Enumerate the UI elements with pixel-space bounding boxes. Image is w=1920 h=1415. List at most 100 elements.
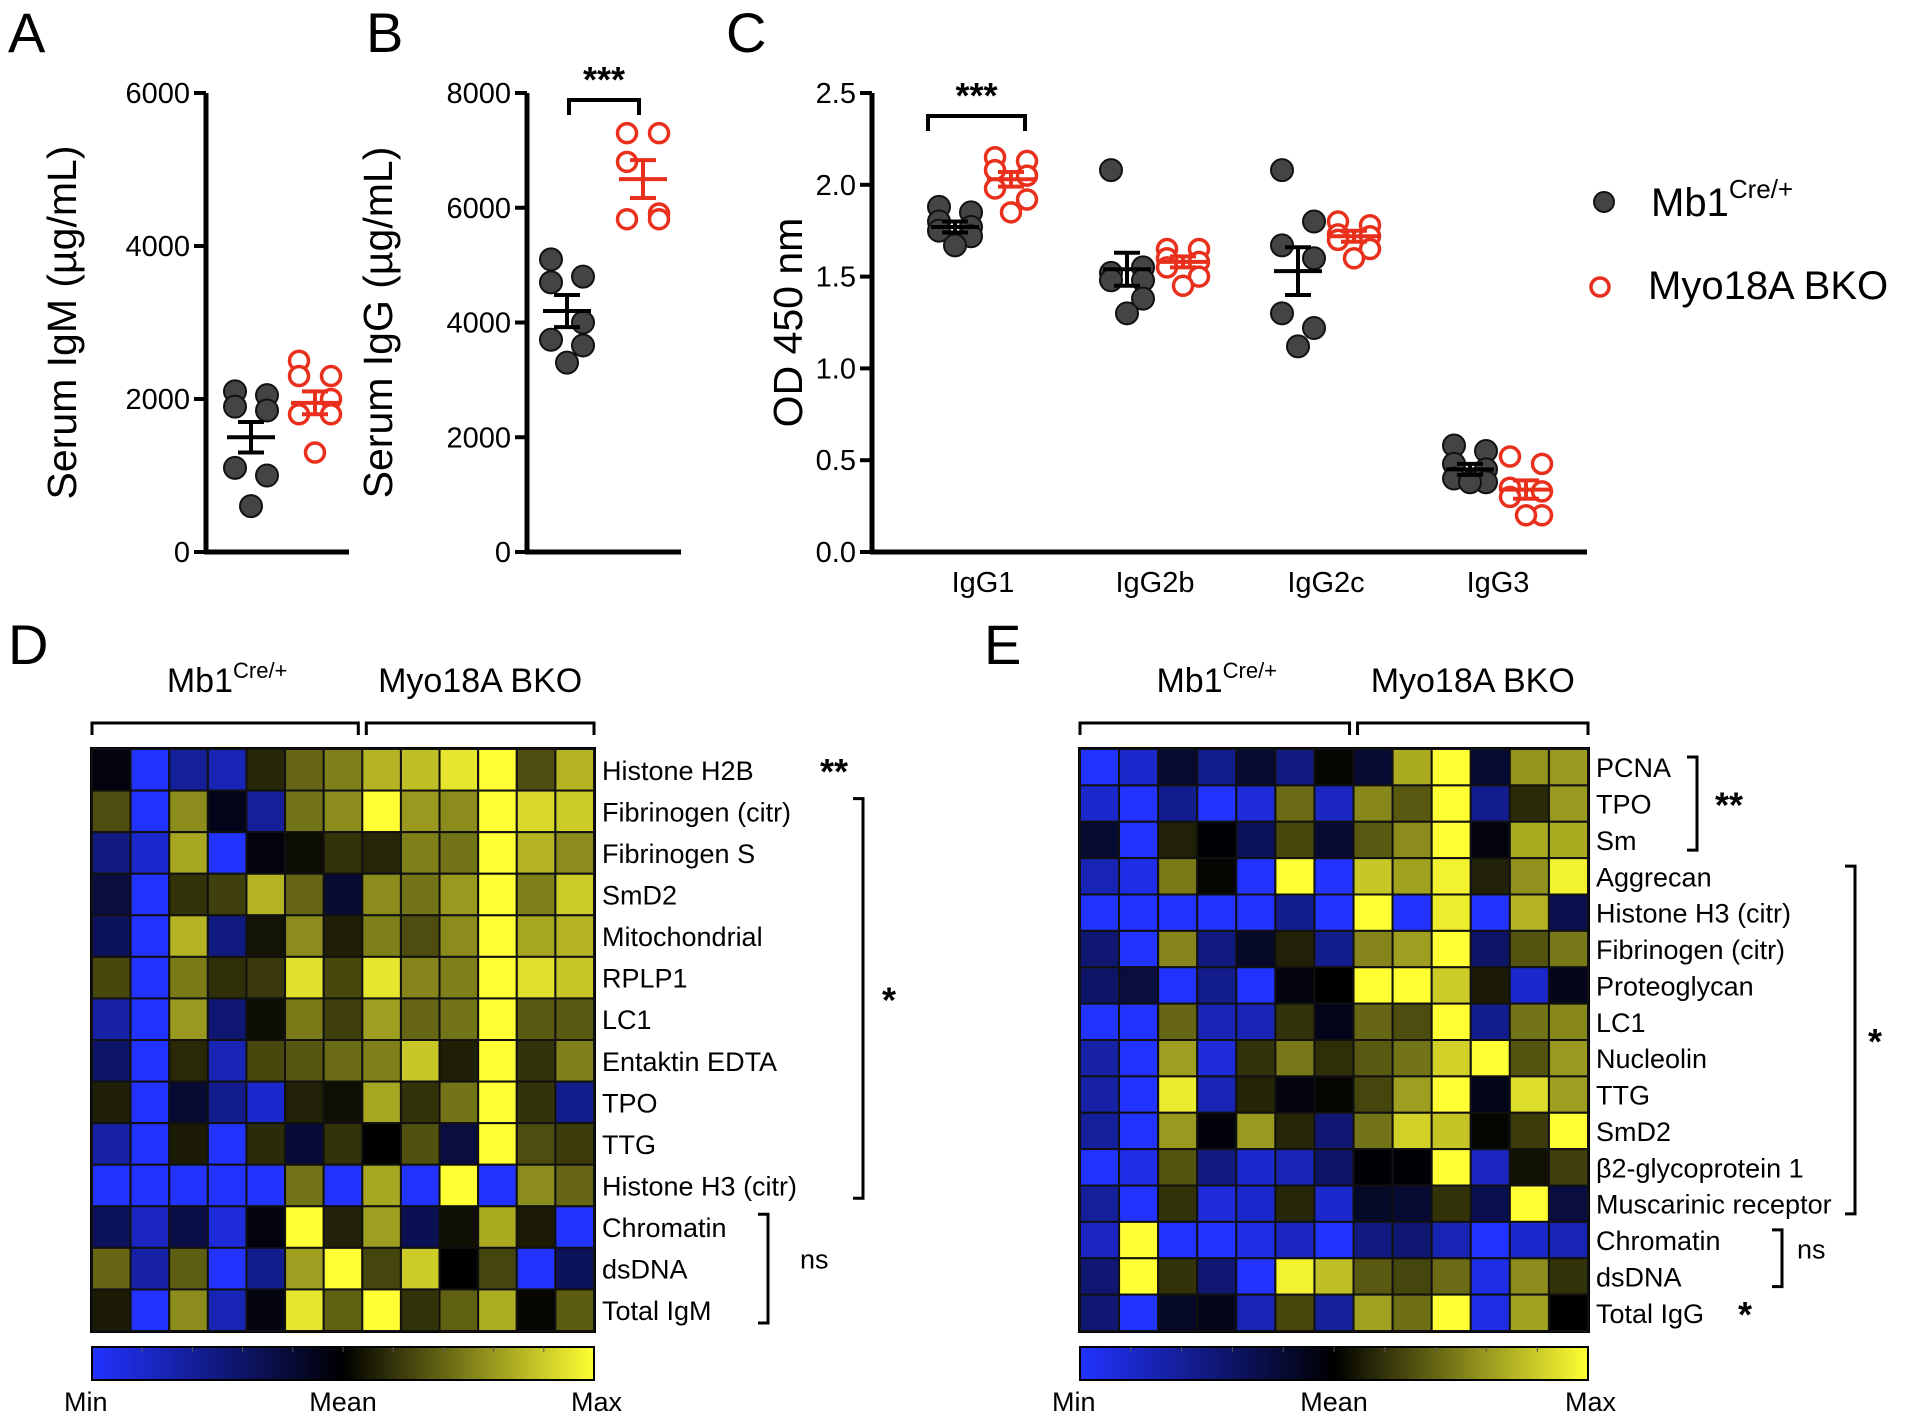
control-point <box>571 310 595 335</box>
y-tick-label: 4000 <box>125 231 190 263</box>
heatmap-cell <box>1508 1039 1550 1078</box>
heatmap-cell <box>1547 966 1590 1005</box>
heatmap-cell <box>1508 1111 1550 1151</box>
heatmap-cell <box>322 914 364 958</box>
heatmap-cell <box>322 789 364 834</box>
heatmap-cell <box>168 1122 209 1166</box>
column-group-label-base: Mb1 <box>167 662 233 700</box>
heatmap-cell <box>91 1039 132 1083</box>
heatmap-row-label: Total IgM <box>602 1296 712 1326</box>
heatmap-row-label: Nucleolin <box>1596 1044 1707 1074</box>
heatmap-row-label: SmD2 <box>1596 1117 1671 1147</box>
heatmap-cell <box>1118 1002 1160 1041</box>
heatmap-cell <box>1157 1220 1199 1260</box>
heatmap-cell <box>91 1246 132 1291</box>
heatmap-cell <box>1430 748 1472 787</box>
heatmap-cell <box>1352 784 1394 823</box>
heatmap-row-label: TTG <box>602 1130 656 1160</box>
heatmap-cell <box>1547 1075 1590 1114</box>
heatmap-cell <box>1196 1220 1238 1260</box>
heatmap-cell <box>1235 1257 1277 1296</box>
control-point <box>223 394 247 419</box>
column-group-label-control: Mb1Cre/+ <box>167 658 288 700</box>
panel-letter-b: B <box>366 1 403 64</box>
y-axis-label: Serum IgM (µg/mL) <box>39 146 85 500</box>
heatmap-cell <box>1274 1111 1316 1151</box>
ko-point <box>1498 445 1522 468</box>
heatmap-cell <box>206 1288 248 1333</box>
heatmap-cell <box>515 1246 557 1291</box>
heatmap-cell <box>1196 1148 1238 1187</box>
heatmap-cell <box>91 997 132 1042</box>
heatmap-cell <box>168 1039 209 1083</box>
heatmap-cell <box>284 1122 325 1166</box>
heatmap-cell <box>477 914 518 958</box>
heatmap-cell <box>1274 1148 1316 1187</box>
heatmap-cell <box>361 955 402 1000</box>
heatmap-row-label: Chromatin <box>1596 1226 1721 1256</box>
heatmap-cell <box>554 748 596 792</box>
heatmap-cell <box>1118 857 1160 896</box>
heatmap-cell <box>477 872 518 917</box>
ko-point <box>615 207 639 231</box>
heatmap-cell <box>361 1163 402 1208</box>
y-tick-label: 2.5 <box>816 78 856 110</box>
heatmap-cell <box>554 1163 596 1208</box>
heatmap-cell <box>438 748 480 792</box>
heatmap-cell <box>1469 1184 1511 1223</box>
column-group-label-ko: Myo18A BKO <box>1371 662 1575 700</box>
heatmap-row-label: Sm <box>1596 826 1637 856</box>
heatmap-cell <box>168 1080 209 1125</box>
heatmap-cell <box>1274 748 1316 787</box>
significance-label: ** <box>1715 785 1743 826</box>
heatmap-cell <box>1079 1111 1121 1151</box>
heatmap-cell <box>1352 748 1394 787</box>
heatmap-cell <box>1313 748 1355 787</box>
heatmap-row-label: Fibrinogen (citr) <box>1596 935 1785 965</box>
ko-point <box>999 201 1023 224</box>
heatmap-cell <box>1235 966 1277 1005</box>
heatmap-cell <box>399 997 441 1042</box>
heatmap-cell <box>168 1288 209 1333</box>
heatmap-cell <box>129 748 171 792</box>
ko-point <box>1342 246 1366 270</box>
column-group-label-sup: Cre/+ <box>1223 658 1277 683</box>
heatmap-row-label: Fibrinogen S <box>602 839 755 869</box>
heatmap-cell <box>1430 1075 1472 1114</box>
heatmap-row-label: Proteoglycan <box>1596 971 1754 1001</box>
significance-bracket <box>758 1212 770 1325</box>
heatmap-cell <box>1469 820 1511 860</box>
heatmap-cell <box>284 1246 325 1291</box>
heatmap-cell <box>1313 1111 1355 1151</box>
heatmap-cell <box>1508 1257 1550 1296</box>
heatmap-cell <box>1079 857 1121 896</box>
heatmap-cell <box>554 831 596 875</box>
heatmap-cell <box>515 1039 557 1083</box>
heatmap-cell <box>1430 1257 1472 1296</box>
heatmap-cell <box>1430 1002 1472 1041</box>
heatmap-cell <box>245 831 287 875</box>
heatmap-cell <box>1469 857 1511 896</box>
heatmap-cell <box>361 1205 402 1249</box>
heatmap-cell <box>1157 1257 1199 1296</box>
control-point <box>1270 158 1294 183</box>
heatmap-cell <box>1391 1075 1433 1114</box>
heatmap-cell <box>91 831 132 875</box>
heatmap-cell <box>1274 966 1316 1005</box>
heatmap-cell <box>1469 1111 1511 1151</box>
ko-point <box>303 441 327 464</box>
heatmap-cell <box>1508 820 1550 860</box>
control-point <box>255 398 279 423</box>
heatmap-cell <box>91 1122 132 1166</box>
heatmap-cell <box>1547 1148 1590 1187</box>
x-tick-label: IgG1 <box>952 567 1015 599</box>
heatmap-row-label: Histone H2B <box>602 756 754 786</box>
heatmap-cell <box>206 1163 248 1208</box>
heatmap-row-label: TTG <box>1596 1081 1650 1111</box>
heatmap-cell <box>1508 1002 1550 1041</box>
heatmap-cell <box>129 831 171 875</box>
heatmap-cell <box>1352 1184 1394 1223</box>
heatmap-cell <box>1352 1111 1394 1151</box>
heatmap-cell <box>477 1080 518 1125</box>
y-axis-label: OD 450 nm <box>765 218 811 428</box>
